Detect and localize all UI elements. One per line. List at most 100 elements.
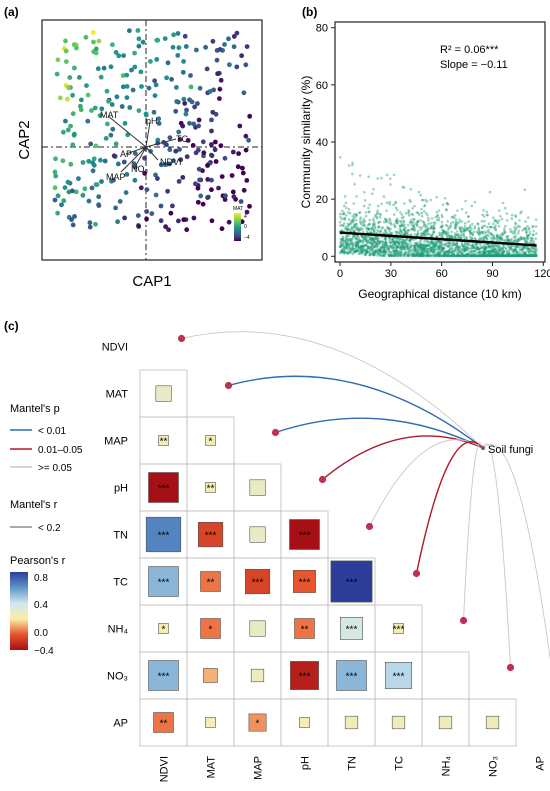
panel-b-point [519,249,522,252]
panel-b-point [407,243,410,246]
panel-b-point [413,246,417,249]
panel-b-point [479,254,483,257]
panel-b-point [515,252,519,256]
panel-a-point [103,136,109,141]
panel-b-point [496,235,499,238]
panel-b-point [463,248,467,252]
panel-b-point [382,250,385,253]
panel-b-point [471,233,475,236]
panel-a-point [212,147,218,153]
panel-a-point [176,45,182,51]
panel-b-x-tick-label: 0 [337,268,343,280]
panel-a-point [65,179,71,185]
panel-a-point [218,77,224,83]
panel-b-point [356,244,360,248]
panel-b-point [364,235,368,239]
panel-b-point [522,254,525,257]
panel-c-pearson-cell [148,566,179,597]
panel-b-point [422,243,426,247]
panel-b-point [499,253,503,257]
panel-b-point [408,238,412,242]
panel-b-point [513,254,516,257]
panel-b-point [516,254,520,257]
panel-b-point [494,247,498,250]
panel-b-point [353,234,356,238]
panel-b-point [476,247,480,251]
panel-label-b: (b) [302,5,317,19]
panel-b-point [427,254,431,257]
panel-b-point [516,254,519,257]
panel-b-point [512,254,515,257]
panel-a-point [243,147,249,153]
panel-a-point [162,36,168,41]
panel-b-point [474,251,477,255]
panel-b-point [384,229,387,233]
panel-a-point [205,177,211,182]
panel-b-point [382,247,386,250]
panel-b-point [462,254,466,257]
panel-b-point [363,238,366,241]
panel-b-point [427,243,430,247]
panel-a-point [84,83,89,88]
panel-b-point [487,228,490,232]
panel-b-point [479,254,483,257]
panel-b-point [468,253,472,257]
panel-b-point [403,232,406,236]
panel-b-point [356,249,359,253]
panel-b-point [446,250,449,254]
panel-b-point [373,245,377,249]
panel-b-point [402,219,406,223]
panel-b-point [377,221,380,225]
panel-b-point [434,254,437,257]
panel-b-point [416,251,420,254]
panel-b-point [450,251,454,254]
panel-b-point [422,249,426,252]
panel-c-link-node [318,475,327,484]
panel-a-point [99,106,105,112]
panel-b-point [530,254,534,257]
panel-b-point [441,231,445,235]
panel-b-point [357,235,361,239]
panel-b-point [399,254,402,257]
panel-b-point [529,254,532,257]
panel-b-point [415,254,419,257]
panel-b-point [438,233,442,237]
panel-b-point [470,204,474,208]
panel-a-point [146,85,152,91]
panel-b-point [456,254,460,257]
panel-b-point [402,215,405,219]
panel-c-pearson-cell [391,715,406,730]
panel-c-pearson-cell [292,569,316,593]
panel-b-point [477,228,481,231]
panel-c-column-label: TC [394,756,406,771]
panel-b-point [457,254,460,257]
panel-b-point [515,254,519,257]
panel-b-point [363,236,367,239]
panel-b-point [383,246,386,249]
panel-b-point [454,224,458,228]
panel-b-point [375,241,379,245]
panel-b-point [436,245,440,248]
panel-b-point [376,239,379,243]
panel-b-point [487,251,490,254]
panel-b-point [383,246,387,250]
panel-b-point [505,254,509,257]
panel-b-point [352,202,356,205]
panel-a-point [209,152,214,158]
panel-b-point [409,221,412,224]
panel-label-a: (a) [4,5,19,19]
panel-b-point [363,249,367,253]
panel-b-point [435,235,438,239]
panel-b-point [494,252,497,255]
panel-b-point [430,224,434,228]
panel-b-point [473,227,477,230]
panel-b-point [457,246,461,249]
panel-b-point [354,240,358,244]
panel-b-point [477,248,481,251]
panel-b-point [365,226,369,230]
panel-b-point [449,241,452,244]
panel-b-point [409,253,413,257]
panel-b-point [509,228,512,231]
panel-b-point [465,245,468,248]
panel-b-point [498,254,502,257]
